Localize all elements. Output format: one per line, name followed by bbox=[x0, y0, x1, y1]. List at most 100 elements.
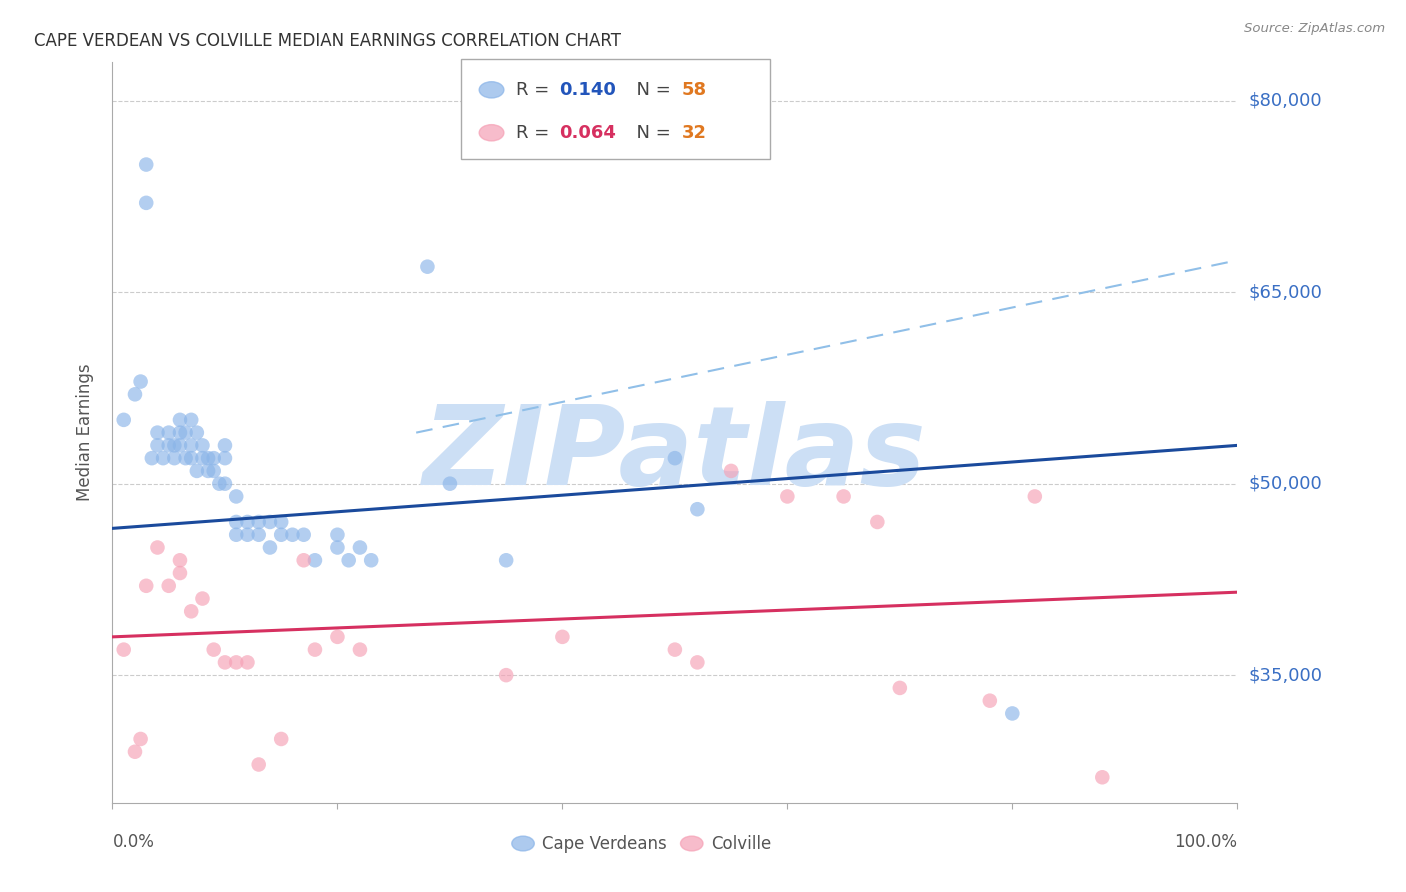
Point bbox=[124, 387, 146, 401]
Point bbox=[135, 157, 157, 171]
Point bbox=[163, 438, 186, 452]
Point bbox=[247, 527, 270, 541]
Text: R =: R = bbox=[516, 81, 555, 99]
Text: 58: 58 bbox=[682, 81, 707, 99]
Text: R =: R = bbox=[516, 124, 555, 142]
Y-axis label: Median Earnings: Median Earnings bbox=[76, 364, 94, 501]
Text: N =: N = bbox=[626, 81, 676, 99]
Point bbox=[169, 553, 191, 567]
Point bbox=[124, 745, 146, 759]
Point bbox=[180, 413, 202, 427]
Point bbox=[129, 731, 152, 746]
Point bbox=[720, 464, 742, 478]
Point bbox=[337, 553, 360, 567]
Point bbox=[169, 566, 191, 580]
Point bbox=[112, 642, 135, 657]
Text: Source: ZipAtlas.com: Source: ZipAtlas.com bbox=[1244, 22, 1385, 36]
Point bbox=[686, 502, 709, 516]
Point bbox=[197, 464, 219, 478]
Point bbox=[191, 451, 214, 466]
Point bbox=[214, 451, 236, 466]
Point bbox=[979, 694, 1001, 708]
Point bbox=[112, 413, 135, 427]
Text: 0.0%: 0.0% bbox=[112, 833, 155, 851]
Point bbox=[326, 630, 349, 644]
Point bbox=[214, 438, 236, 452]
Point bbox=[225, 527, 247, 541]
Point bbox=[180, 604, 202, 618]
Point bbox=[889, 681, 911, 695]
Point bbox=[326, 541, 349, 555]
Point bbox=[146, 425, 169, 440]
Point bbox=[202, 451, 225, 466]
Text: 0.064: 0.064 bbox=[560, 124, 616, 142]
Point bbox=[152, 451, 174, 466]
Point bbox=[157, 438, 180, 452]
Point bbox=[157, 579, 180, 593]
Point bbox=[135, 195, 157, 210]
Text: 32: 32 bbox=[682, 124, 707, 142]
FancyBboxPatch shape bbox=[461, 59, 770, 159]
Point bbox=[169, 425, 191, 440]
Point bbox=[129, 375, 152, 389]
Circle shape bbox=[479, 125, 503, 141]
Point bbox=[495, 668, 517, 682]
Point bbox=[169, 438, 191, 452]
Point bbox=[866, 515, 889, 529]
Point bbox=[180, 438, 202, 452]
Text: 100.0%: 100.0% bbox=[1174, 833, 1237, 851]
Point bbox=[146, 438, 169, 452]
Point bbox=[776, 490, 799, 504]
Text: $35,000: $35,000 bbox=[1249, 666, 1323, 684]
Text: $65,000: $65,000 bbox=[1249, 283, 1322, 301]
Point bbox=[186, 425, 208, 440]
Point bbox=[1091, 770, 1114, 784]
Circle shape bbox=[681, 836, 703, 851]
Point bbox=[259, 515, 281, 529]
Point bbox=[1001, 706, 1024, 721]
Point bbox=[664, 451, 686, 466]
Point bbox=[349, 642, 371, 657]
Point bbox=[236, 527, 259, 541]
Circle shape bbox=[479, 82, 503, 98]
Point bbox=[281, 527, 304, 541]
Point bbox=[180, 451, 202, 466]
Text: CAPE VERDEAN VS COLVILLE MEDIAN EARNINGS CORRELATION CHART: CAPE VERDEAN VS COLVILLE MEDIAN EARNINGS… bbox=[34, 32, 620, 50]
Point bbox=[360, 553, 382, 567]
Point bbox=[304, 553, 326, 567]
Point bbox=[135, 579, 157, 593]
Point bbox=[191, 591, 214, 606]
Point bbox=[495, 553, 517, 567]
Point bbox=[186, 464, 208, 478]
Point bbox=[236, 515, 259, 529]
Point bbox=[1024, 490, 1046, 504]
Text: $50,000: $50,000 bbox=[1249, 475, 1322, 492]
Point bbox=[191, 438, 214, 452]
Point bbox=[551, 630, 574, 644]
Point bbox=[349, 541, 371, 555]
Circle shape bbox=[512, 836, 534, 851]
Point bbox=[225, 515, 247, 529]
Point bbox=[326, 527, 349, 541]
Point bbox=[236, 656, 259, 670]
Text: N =: N = bbox=[626, 124, 676, 142]
Point bbox=[270, 527, 292, 541]
Point bbox=[832, 490, 855, 504]
Point bbox=[270, 731, 292, 746]
Point bbox=[416, 260, 439, 274]
Text: Cape Verdeans: Cape Verdeans bbox=[543, 835, 666, 853]
Point bbox=[169, 413, 191, 427]
Point bbox=[304, 642, 326, 657]
Point bbox=[214, 656, 236, 670]
Point bbox=[146, 541, 169, 555]
Point bbox=[247, 515, 270, 529]
Point bbox=[202, 464, 225, 478]
Point bbox=[292, 553, 315, 567]
Text: Colville: Colville bbox=[711, 835, 770, 853]
Point bbox=[163, 451, 186, 466]
Point bbox=[686, 656, 709, 670]
Point bbox=[292, 527, 315, 541]
Point bbox=[247, 757, 270, 772]
Point bbox=[225, 490, 247, 504]
Point bbox=[208, 476, 231, 491]
